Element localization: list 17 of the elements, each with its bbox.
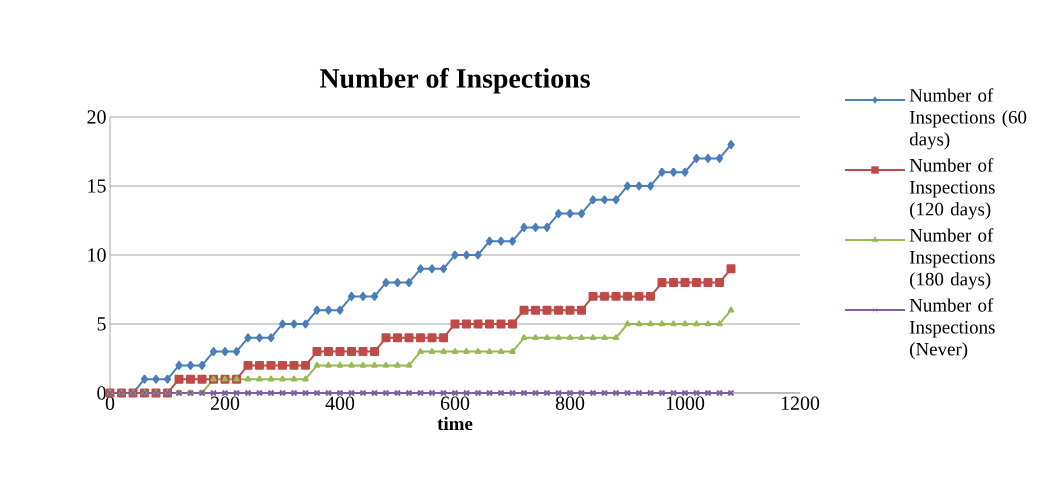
legend-label: Number of Inspections (180 days) — [909, 228, 995, 290]
legend-label: Number of Inspections (120 days) — [909, 158, 995, 220]
legend-label: Number of Inspections (Never) — [909, 298, 995, 360]
chart-title: Number of Inspections — [319, 67, 590, 94]
x-tick-label: 200 — [210, 396, 240, 410]
y-tick-label: 15 — [88, 179, 106, 193]
y-tick-label: 0 — [97, 386, 106, 400]
y-tick-label: 5 — [97, 317, 106, 331]
x-tick-label: 600 — [440, 396, 470, 410]
x-tick-label: 400 — [325, 396, 355, 410]
y-tick-label: 20 — [87, 110, 106, 124]
x-axis-title: time — [437, 416, 473, 431]
x-tick-label: 800 — [555, 396, 585, 410]
legend-label: Number of Inspections (60 days) — [909, 88, 1027, 150]
x-tick-label: 1200 — [781, 396, 820, 410]
x-tick-label: 1000 — [666, 396, 705, 410]
y-tick-label: 10 — [88, 248, 106, 262]
